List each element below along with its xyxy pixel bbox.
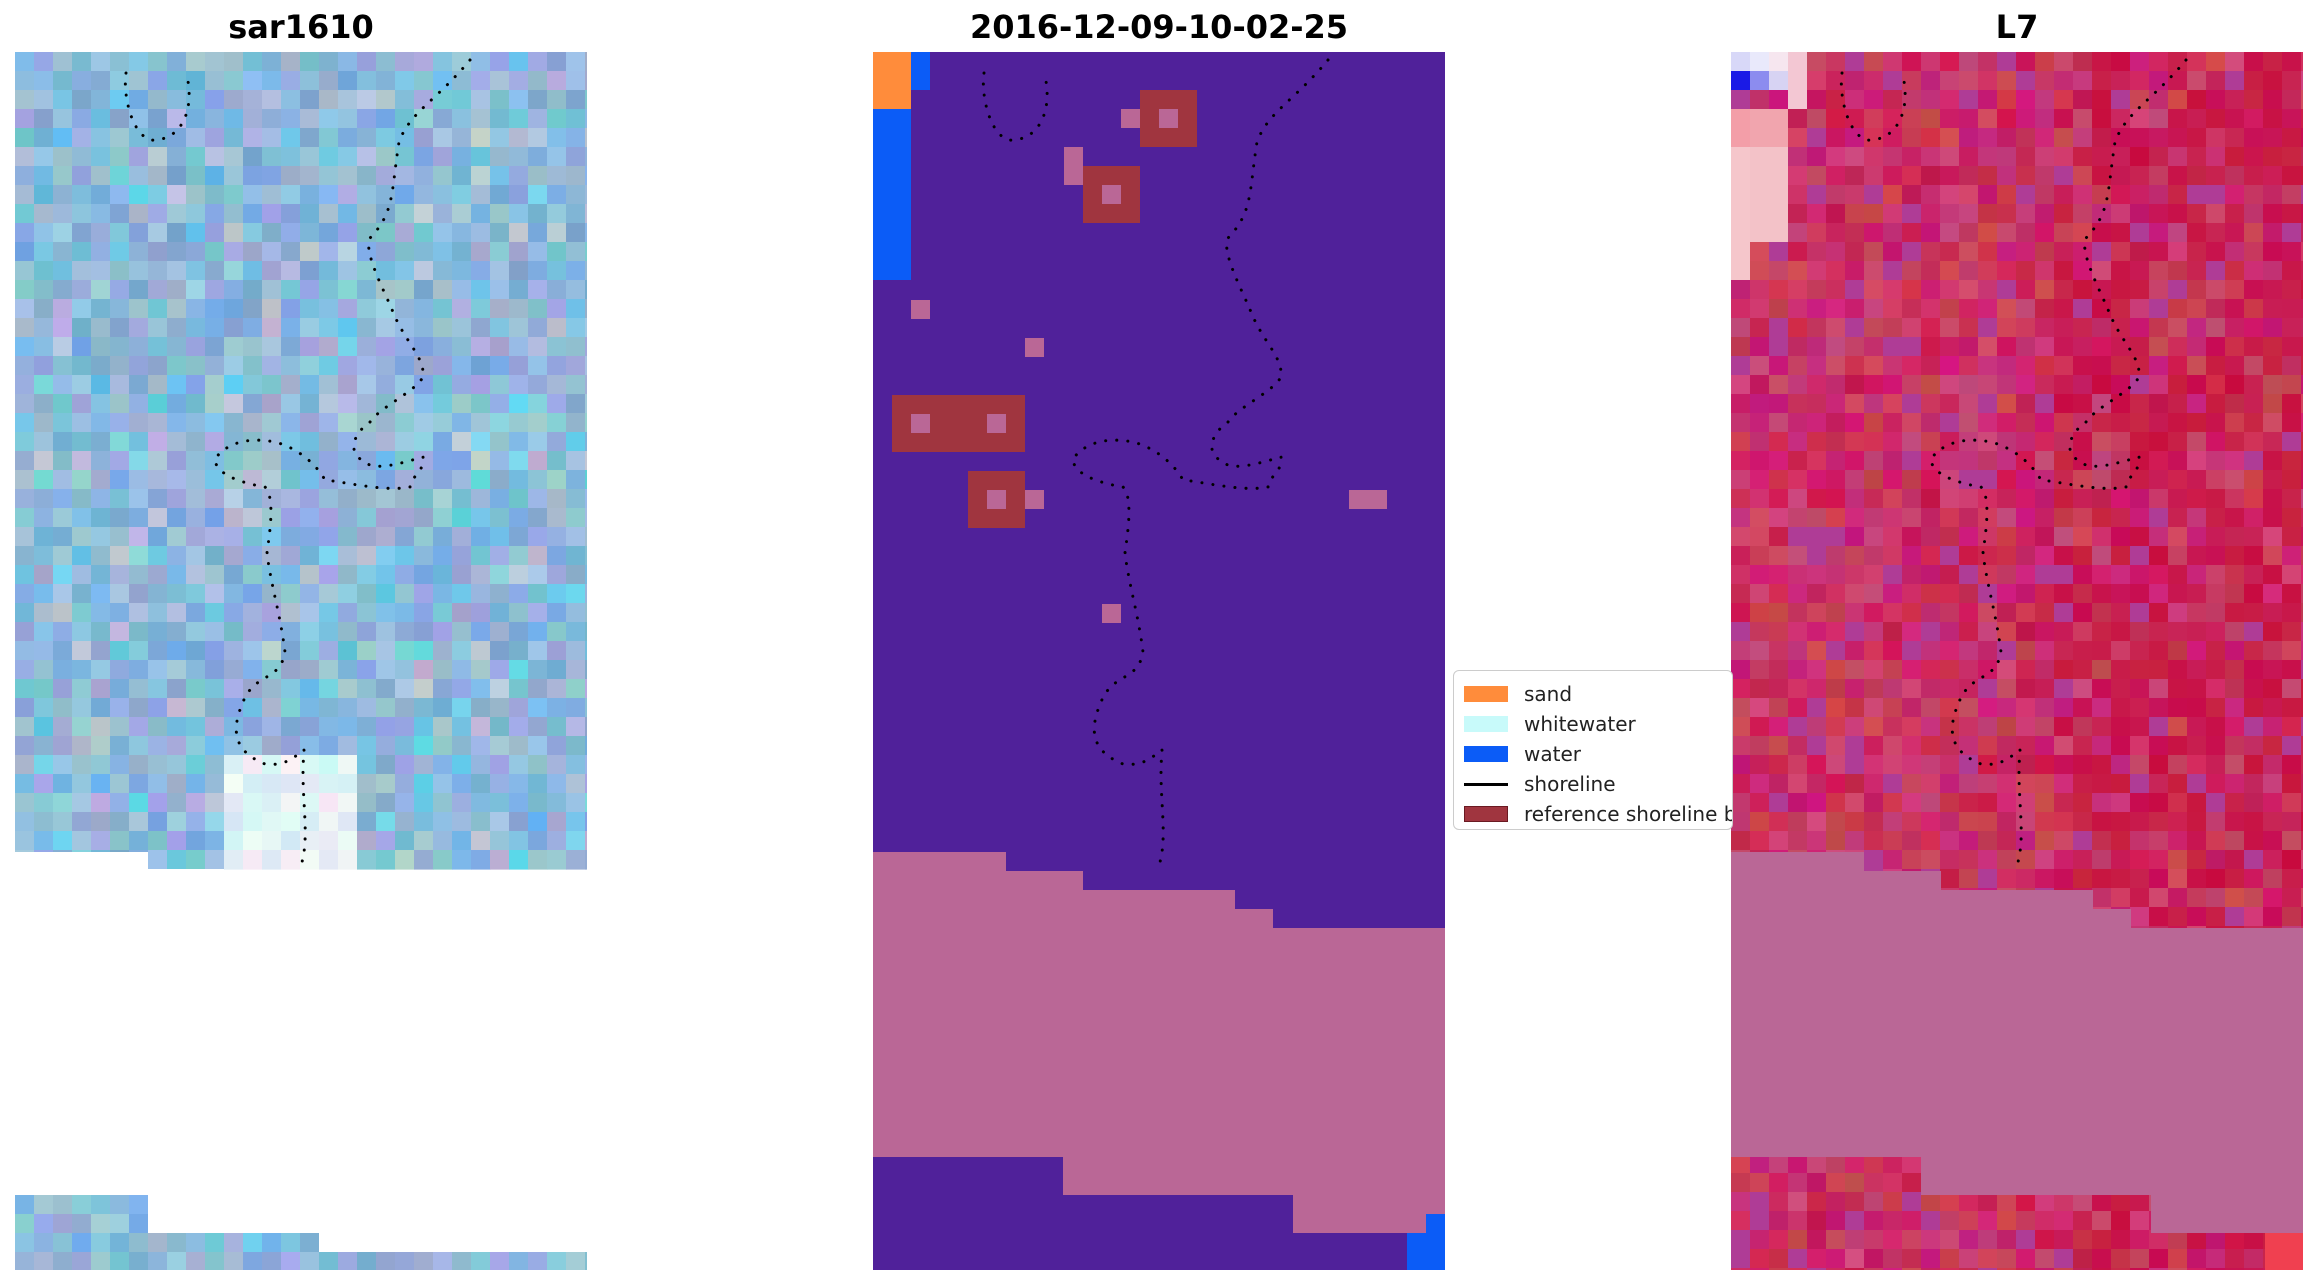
sar-nodata-region [15,852,587,1270]
water-region [911,52,930,71]
legend-item-shoreline: shoreline [1464,769,1722,799]
sar-pixel-grid [15,52,587,870]
sar-shoreline-dotted-line [123,58,472,864]
l7-nodata-mask-region [1731,852,2303,1233]
legend-label-water: water [1524,742,1581,766]
legend-label-shoreline: shoreline [1524,772,1616,796]
legend-label-sand: sand [1524,682,1573,706]
legend-label-reference-shoreline: reference shoreline buffer [1524,802,1732,826]
whitewater-swatch-icon [1464,716,1508,732]
l7-bottom-corner-pixel [2265,1233,2303,1270]
mauve-pixels [911,109,1387,623]
legend-item-reference-shoreline: reference shoreline buffer [1464,799,1732,829]
panel-title-date: 2016-12-09-10-02-25 [969,8,1349,46]
water-swatch-icon [1464,746,1508,762]
sar-bottom-pixel-strip [15,1195,587,1270]
shoreline-line-icon [1464,782,1508,786]
panel-title-l7: L7 [1995,8,2039,46]
nodata-mask-region [873,852,1445,1233]
reference-buffer-swatch-icon [1464,806,1508,822]
legend: sand whitewater water shoreline referenc… [1453,670,1733,830]
sand-swatch-icon [1464,686,1508,702]
l7-shoreline-dotted-line [1839,58,2188,864]
legend-item-sand: sand [1464,679,1722,709]
classified-image-panel [873,52,1445,1270]
legend-item-water: water [1464,739,1722,769]
legend-item-whitewater: whitewater [1464,709,1722,739]
water-region-bottom [1407,1233,1426,1270]
l7-top-left-pixels [1731,52,1807,280]
l7-image-panel [1731,52,2303,1270]
panel-title-sar1610: sar1610 [228,8,374,46]
legend-label-whitewater: whitewater [1524,712,1636,736]
sand-region [873,52,911,109]
water-region-left [873,109,911,280]
classified-shoreline-dotted-line [981,58,1330,864]
sar1610-image-panel [15,52,587,1270]
